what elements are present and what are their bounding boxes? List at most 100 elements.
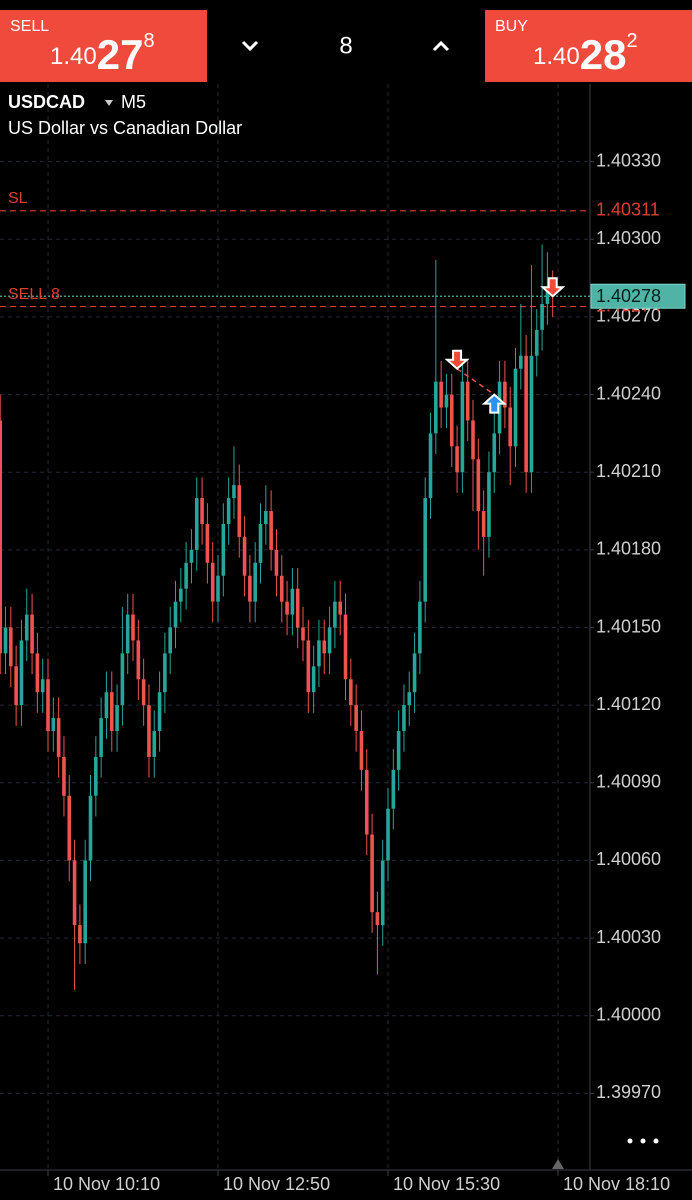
candle-body <box>157 692 162 732</box>
candle-body <box>476 459 481 512</box>
candle-body <box>396 731 401 770</box>
candle-body <box>375 912 380 926</box>
x-tick-label: 10 Nov 12:50 <box>223 1174 330 1194</box>
trade-arrow <box>481 393 507 414</box>
candle-body <box>51 718 56 732</box>
candle-body <box>274 549 279 576</box>
buy-button[interactable] <box>485 10 692 82</box>
candle-body <box>216 575 220 602</box>
level-label: SL <box>8 190 28 207</box>
candle-body <box>264 511 268 524</box>
candle-body <box>78 925 82 944</box>
candle-body <box>487 472 491 537</box>
candle-body <box>173 601 178 628</box>
candle-body <box>30 614 34 654</box>
candle-body <box>449 394 454 447</box>
candle-body <box>545 291 550 304</box>
trade-arrow <box>444 349 470 371</box>
labels: 1.40330 1.40300 1.40270 1.40240 1.40210 1.401… <box>8 150 686 1194</box>
symbol[interactable]: USDCAD <box>8 92 85 112</box>
candle-body <box>194 498 199 550</box>
candle-body <box>333 601 337 628</box>
candle-body <box>306 640 311 693</box>
candle-body <box>152 731 157 757</box>
y-tick-label: 1.40090 <box>596 772 661 792</box>
candle-body <box>534 329 539 356</box>
decrease-volume[interactable] <box>241 40 259 52</box>
x-tick-label: 10 Nov 10:10 <box>53 1174 160 1194</box>
candle-body <box>327 627 332 654</box>
candle-body <box>136 640 141 680</box>
candle-body <box>210 562 215 602</box>
candle-body <box>529 355 534 473</box>
candle-body <box>503 381 507 408</box>
candle-body <box>364 769 369 835</box>
candle-body <box>285 601 289 615</box>
price-prefix: 1.40 <box>50 43 97 70</box>
buy-label: BUY <box>495 18 528 35</box>
candle-body <box>147 705 151 757</box>
candle-body <box>94 756 98 796</box>
candle-body <box>402 705 406 732</box>
candle-body <box>14 666 18 706</box>
candle-body <box>513 368 518 447</box>
candle-body <box>248 575 252 602</box>
candle-body <box>412 653 417 693</box>
candle-body <box>423 498 427 602</box>
level-label: SELL 8 <box>8 286 60 303</box>
x-tick-label: 10 Nov 15:30 <box>393 1174 500 1194</box>
candle-body <box>3 627 8 654</box>
y-tick-label: 1.40000 <box>596 1004 661 1024</box>
candle-body <box>465 381 470 421</box>
trade-arrow <box>540 277 566 298</box>
candle-body <box>237 485 242 537</box>
candle-body <box>104 692 109 719</box>
candle-body <box>407 692 412 706</box>
candle-body <box>428 433 433 499</box>
candle-body <box>221 523 226 576</box>
y-tick-label: 1.39970 <box>596 1082 661 1102</box>
more-menu[interactable] <box>627 1138 659 1144</box>
candle-body <box>269 511 273 550</box>
price-prefix: 1.40 <box>533 43 580 70</box>
candle-body <box>125 614 130 654</box>
candle-body <box>391 769 396 809</box>
candle-body <box>290 588 295 615</box>
trade-link <box>456 368 495 396</box>
candle-body <box>386 808 390 861</box>
candle-body <box>481 511 486 537</box>
candle-body <box>40 679 45 693</box>
y-tick-label: 1.40270 <box>596 306 661 326</box>
price-sup: 8 <box>143 30 154 52</box>
candle-body <box>349 679 353 706</box>
candle-body <box>141 679 146 706</box>
candle-body <box>205 523 210 563</box>
candle-body <box>88 795 93 861</box>
y-tick-label: 1.40240 <box>596 383 661 403</box>
sell-button[interactable] <box>0 10 207 82</box>
candle-body <box>56 718 61 757</box>
current-price-box <box>590 283 686 309</box>
candle-body <box>46 679 50 732</box>
timeframe[interactable]: M5 <box>121 92 146 112</box>
candle-body <box>83 860 87 944</box>
candle-body <box>338 601 342 615</box>
candle-body <box>232 485 236 499</box>
candle-body <box>72 860 77 926</box>
candle-body <box>67 795 72 861</box>
symbol-dropdown[interactable] <box>105 100 113 106</box>
volume[interactable]: 8 <box>339 32 352 59</box>
candle-body <box>19 640 24 706</box>
candle-body <box>253 562 257 602</box>
candle-body <box>35 653 40 693</box>
candle-body <box>62 756 66 796</box>
price-big: 27 <box>97 31 144 78</box>
increase-volume[interactable] <box>432 40 450 52</box>
candle-body <box>163 653 167 693</box>
candle-body <box>9 627 13 667</box>
candle-body <box>519 355 523 369</box>
y-tick-label: 1.40030 <box>596 927 661 947</box>
candle-body <box>120 653 125 706</box>
y-tick-label: 1.40300 <box>596 228 661 248</box>
candle-body <box>279 575 284 602</box>
